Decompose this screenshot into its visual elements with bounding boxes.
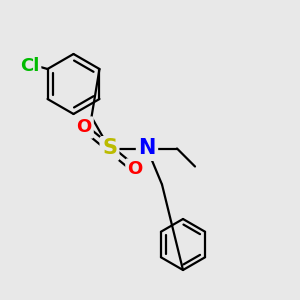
Text: N: N — [138, 139, 156, 158]
Text: O: O — [128, 160, 142, 178]
Text: S: S — [102, 139, 117, 158]
Text: O: O — [76, 118, 92, 136]
Text: Cl: Cl — [20, 57, 39, 75]
